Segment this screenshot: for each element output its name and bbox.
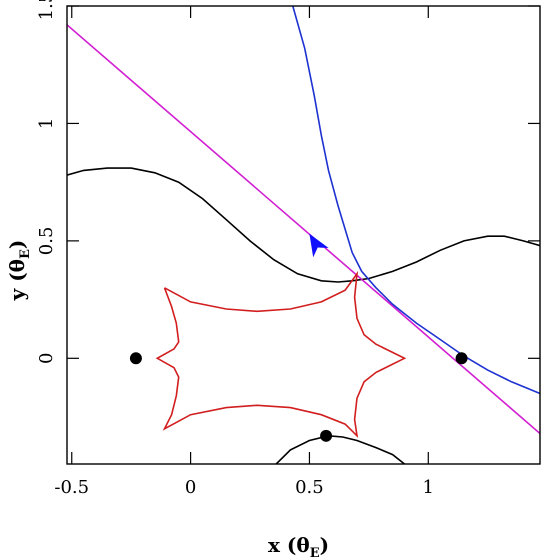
series-line-0 bbox=[67, 167, 540, 283]
series-line-3 bbox=[292, 6, 540, 395]
y-axis-label: y (θE) bbox=[5, 240, 33, 302]
lens-point-0 bbox=[129, 352, 142, 365]
lens-point-2 bbox=[320, 429, 333, 442]
plot-area bbox=[67, 6, 540, 464]
x-tick-label-1: 0 bbox=[185, 477, 196, 498]
series-line-2 bbox=[67, 24, 540, 435]
y-tick-label-3: 1.5 bbox=[36, 0, 57, 20]
axis-ticks: -0.5 0 0.5 1 0 0.5 1 1.5 bbox=[36, 0, 540, 498]
x-axis-label: x (θE) bbox=[268, 533, 329, 559]
plot-frame bbox=[66, 5, 541, 465]
series-line-1 bbox=[275, 434, 405, 464]
series-line-4 bbox=[155, 270, 407, 439]
direction-arrow bbox=[309, 233, 329, 258]
y-tick-label-1: 0.5 bbox=[36, 227, 57, 256]
x-tick-label-3: 1 bbox=[423, 477, 434, 498]
lens-point-1 bbox=[455, 352, 468, 365]
y-tick-label-0: 0 bbox=[36, 353, 57, 364]
x-tick-label-2: 0.5 bbox=[295, 477, 324, 498]
y-tick-label-2: 1 bbox=[36, 118, 57, 129]
x-tick-label-0: -0.5 bbox=[54, 477, 89, 498]
